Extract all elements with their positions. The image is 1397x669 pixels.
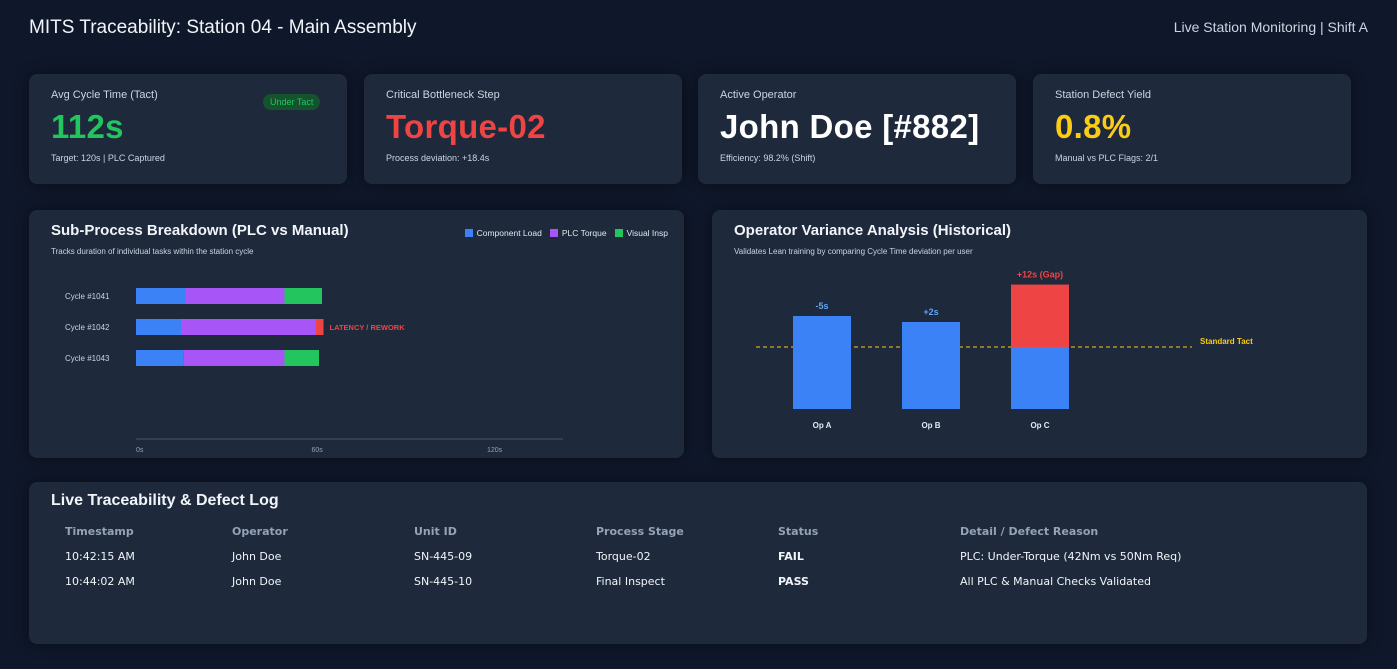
- kpi-value: Torque-02: [386, 108, 546, 145]
- column-header: Detail / Defect Reason: [960, 524, 1099, 538]
- bar-segment-plc-torque: [183, 350, 285, 366]
- table-row[interactable]: 10:42:15 AM John Doe SN-445-09 Torque-02…: [51, 544, 1195, 569]
- breakdown-subtitle: Tracks duration of individual tasks with…: [51, 247, 254, 256]
- unit-id-cell: SN-445-09: [414, 550, 473, 563]
- variance-bar: [1011, 347, 1069, 409]
- legend-swatch: [614, 229, 623, 237]
- status-cell: PASS: [778, 575, 809, 588]
- legend-label: PLC Torque: [561, 228, 607, 238]
- variance-bar: [902, 322, 960, 409]
- category-label: Cycle #1042: [65, 323, 110, 332]
- kpi-card-cycle-time: Avg Cycle Time (Tact) Under Tact 112s Ta…: [29, 74, 347, 184]
- status-badge: Under Tact: [263, 94, 321, 110]
- variance-chart: Standard Tact -5s Op A +2s Op B +12s (Gap) Op …: [756, 270, 1253, 430]
- x-tick-label: 0s: [136, 447, 144, 454]
- kpi-label: Station Defect Yield: [1055, 89, 1152, 101]
- breakdown-chart: Cycle #1041 Cycle #1042 LATENCY / REWORK Cy…: [65, 288, 563, 454]
- legend-item: Visual Insp: [614, 228, 668, 238]
- legend-item: Component Load: [464, 228, 542, 238]
- table-row[interactable]: 10:44:02 AM John Doe SN-445-10 Final Ins…: [51, 569, 1195, 594]
- operator-cell: John Doe: [232, 575, 282, 588]
- breakdown-title: Sub-Process Breakdown (PLC vs Manual): [51, 222, 349, 239]
- category-label: Cycle #1043: [65, 354, 110, 363]
- variance-value-label: +12s (Gap): [1017, 270, 1063, 280]
- legend-item: PLC Torque: [549, 228, 607, 238]
- timestamp-cell: 10:42:15 AM: [65, 550, 135, 563]
- bar-segment-latency-rework: [316, 319, 324, 335]
- bar-segment-plc-torque: [181, 319, 316, 335]
- process-stage-cell: Final Inspect: [596, 575, 665, 588]
- kpi-label: Critical Bottleneck Step: [386, 89, 500, 101]
- column-header: Unit ID: [414, 524, 457, 538]
- column-header: Timestamp: [65, 524, 134, 538]
- traceability-log-panel: Live Traceability & Defect Log Timestamp…: [29, 482, 1367, 644]
- status-cell: FAIL: [778, 550, 804, 563]
- bar-segment-visual-insp: [284, 288, 322, 304]
- variance-title: Operator Variance Analysis (Historical): [734, 222, 1012, 239]
- breakdown-panel: Sub-Process Breakdown (PLC vs Manual) Tr…: [29, 210, 684, 458]
- kpi-label: Avg Cycle Time (Tact): [51, 89, 158, 101]
- kpi-card-defect-yield: Station Defect Yield 0.8% Manual vs PLC …: [1033, 74, 1351, 184]
- operator-cell: John Doe: [232, 550, 282, 563]
- legend-label: Component Load: [476, 228, 542, 238]
- bar-segment-component-load: [136, 288, 186, 304]
- kpi-label: Active Operator: [720, 89, 797, 101]
- kpi-subtext: Manual vs PLC Flags: 2/1: [1055, 153, 1159, 163]
- column-header: Process Stage: [596, 524, 684, 538]
- x-tick-label: 60s: [312, 447, 324, 454]
- page-title: MITS Traceability: Station 04 - Main Ass…: [29, 17, 417, 38]
- shift-indicator: Live Station Monitoring | Shift A: [1173, 19, 1368, 35]
- traceability-table: Timestamp Operator Unit ID Process Stage…: [51, 518, 1195, 594]
- process-stage-cell: Torque-02: [596, 550, 651, 563]
- category-label: Cycle #1041: [65, 292, 110, 301]
- variance-value-label: +2s: [923, 307, 938, 317]
- operator-label: Op A: [813, 421, 832, 430]
- bar-annotation: LATENCY / REWORK: [330, 323, 406, 332]
- kpi-value: 112s: [51, 108, 124, 145]
- legend-swatch: [549, 229, 558, 237]
- bar-segment-visual-insp: [284, 350, 319, 366]
- kpi-value: 0.8%: [1055, 108, 1132, 145]
- column-header: Status: [778, 524, 819, 538]
- timestamp-cell: 10:44:02 AM: [65, 575, 135, 588]
- log-title: Live Traceability & Defect Log: [51, 492, 279, 509]
- detail-cell: PLC: Under-Torque (42Nm vs 50Nm Req): [960, 550, 1182, 563]
- column-header: Operator: [232, 524, 288, 538]
- table-header-row: Timestamp Operator Unit ID Process Stage…: [51, 518, 1195, 544]
- bar-segment-component-load: [136, 319, 181, 335]
- operator-label: Op B: [921, 421, 940, 430]
- chart-legend: Component Load PLC Torque Visual Insp: [464, 228, 668, 238]
- x-tick-label: 120s: [487, 447, 503, 454]
- kpi-value: John Doe [#882]: [720, 108, 980, 145]
- kpi-subtext: Efficiency: 98.2% (Shift): [720, 153, 816, 163]
- kpi-card-bottleneck: Critical Bottleneck Step Torque-02 Proce…: [364, 74, 682, 184]
- variance-subtitle: Validates Lean training by comparing Cyc…: [734, 247, 973, 256]
- bar-segment-component-load: [136, 350, 184, 366]
- operator-label: Op C: [1030, 421, 1049, 430]
- legend-swatch: [464, 229, 473, 237]
- kpi-subtext: Process deviation: +18.4s: [386, 153, 490, 163]
- variance-gap-bar: [1011, 284, 1069, 347]
- unit-id-cell: SN-445-10: [414, 575, 473, 588]
- bar-segment-plc-torque: [185, 288, 285, 304]
- kpi-card-operator: Active Operator John Doe [#882] Efficien…: [698, 74, 1016, 184]
- variance-panel: Operator Variance Analysis (Historical) …: [712, 210, 1367, 458]
- variance-bar: [793, 316, 851, 409]
- kpi-subtext: Target: 120s | PLC Captured: [51, 153, 165, 163]
- standard-tact-label: Standard Tact: [1200, 337, 1253, 346]
- detail-cell: All PLC & Manual Checks Validated: [960, 575, 1151, 588]
- legend-label: Visual Insp: [626, 228, 668, 238]
- variance-value-label: -5s: [815, 301, 828, 311]
